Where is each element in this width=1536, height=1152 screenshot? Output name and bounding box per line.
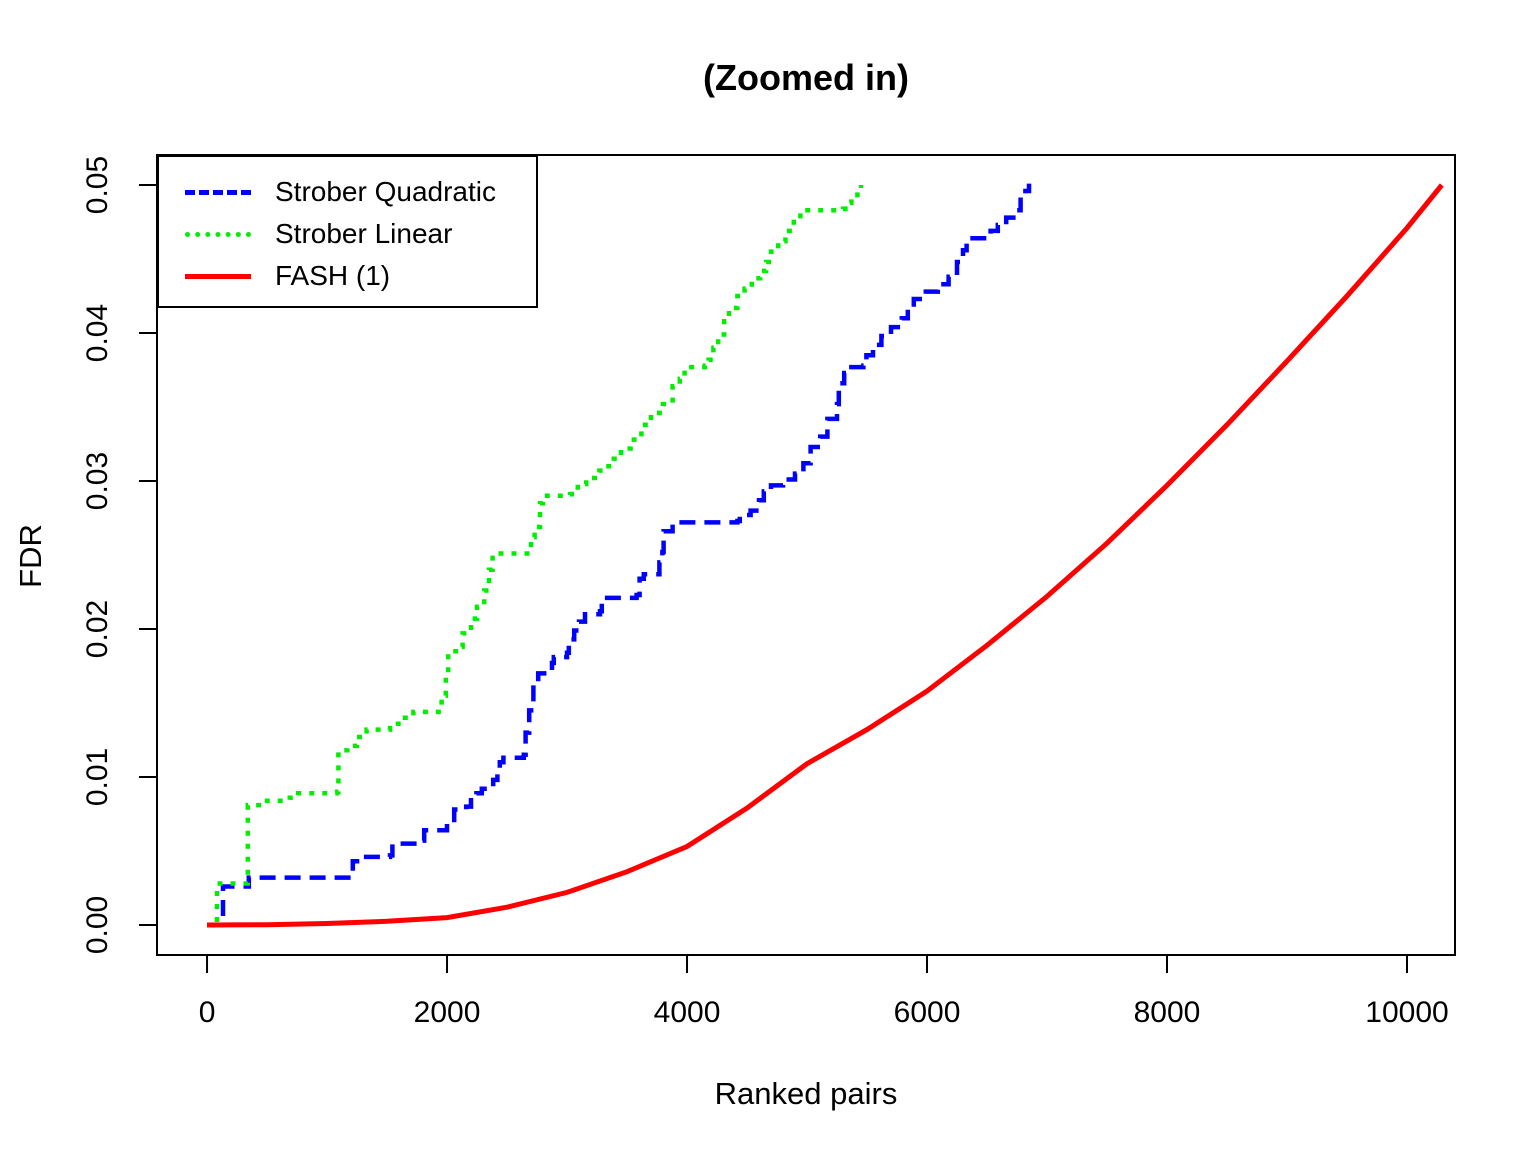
x-tick-label: 0	[199, 996, 216, 1029]
y-tick-label: 0.05	[81, 156, 114, 214]
y-tick-label: 0.00	[81, 896, 114, 954]
y-tick-label: 0.04	[81, 304, 114, 362]
legend-row-strober-quadratic: Strober Quadratic	[185, 171, 536, 213]
y-tick-label: 0.02	[81, 600, 114, 658]
strober-quadratic-line-swatch	[185, 189, 251, 195]
legend-label-strober-linear: Strober Linear	[275, 218, 453, 249]
legend-label-fash: FASH (1)	[275, 260, 391, 291]
x-tick-label: 10000	[1365, 996, 1448, 1029]
y-tick-label: 0.03	[81, 452, 114, 510]
plot-box	[156, 154, 1456, 956]
legend-row-strober-linear: Strober Linear	[185, 213, 536, 255]
y-axis-title: FDR	[13, 524, 48, 588]
y-tick-label: 0.01	[81, 748, 114, 806]
fash-line-swatch	[185, 273, 251, 279]
x-tick-label: 2000	[414, 996, 481, 1029]
legend-box: Strober Quadratic Strober Linear FASH (1…	[157, 155, 538, 308]
x-tick-label: 8000	[1134, 996, 1201, 1029]
series-line-strober-quadratic	[207, 183, 1032, 928]
legend-row-fash: FASH (1)	[185, 255, 536, 297]
y-axis: 0.00 0.01 0.02 0.03 0.04 0.05	[81, 156, 157, 954]
series-lines	[206, 183, 1444, 928]
strober-linear-line-swatch	[185, 231, 251, 237]
x-axis: 0 2000 4000 6000 8000 10000	[199, 955, 1449, 1029]
series-line-fash-1	[206, 183, 1444, 928]
x-tick-label: 6000	[894, 996, 961, 1029]
x-axis-title: Ranked pairs	[714, 1076, 898, 1111]
x-tick-label: 4000	[654, 996, 721, 1029]
plot-border	[156, 154, 1456, 956]
legend-label-strober-quadratic: Strober Quadratic	[275, 176, 496, 207]
chart-title: (Zoomed in)	[703, 57, 909, 98]
